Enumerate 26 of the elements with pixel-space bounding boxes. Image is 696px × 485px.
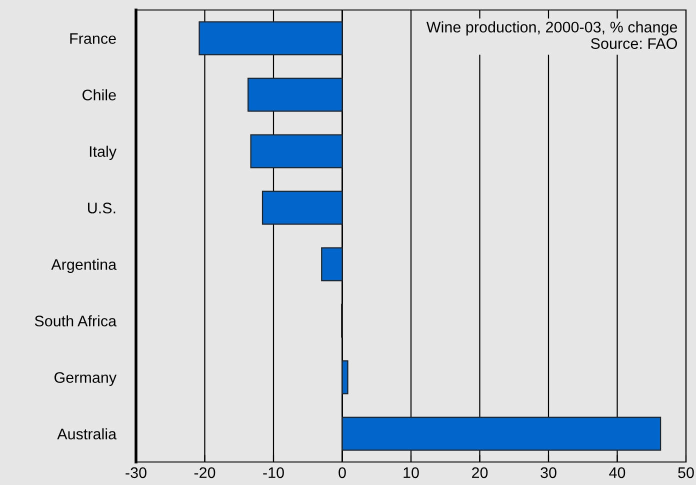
y-tick-label: Italy	[90, 146, 117, 160]
y-tick-label: Germany	[54, 372, 117, 386]
x-tick-label: 0	[338, 467, 346, 478]
y-tick-label: Chile	[82, 89, 116, 100]
bar	[342, 416, 662, 451]
x-tick-label: 40	[609, 467, 626, 478]
y-tick-label: U.S.	[88, 202, 116, 214]
bar	[262, 190, 343, 225]
bar	[342, 360, 348, 394]
bar	[198, 21, 343, 56]
y-tick-label: South Africa	[34, 315, 117, 326]
x-tick-label: -30	[126, 467, 146, 478]
y-tick-label: Argentina	[51, 258, 117, 273]
y-tick-label: Australia	[57, 428, 117, 440]
x-tick-label: 50	[678, 467, 694, 478]
bar	[321, 247, 343, 282]
x-tick-label: 10	[404, 467, 419, 478]
x-tick-label: -20	[194, 467, 216, 478]
y-tick-label: France	[70, 33, 116, 44]
x-tick-label: 30	[540, 467, 556, 478]
x-tick-label: -10	[263, 467, 284, 478]
bar	[250, 134, 343, 168]
x-tick-label: 20	[472, 467, 488, 478]
text: Wine production, 2000-03, % change	[426, 21, 678, 36]
bar	[248, 78, 343, 112]
annotation: Source: FAO	[590, 38, 678, 49]
